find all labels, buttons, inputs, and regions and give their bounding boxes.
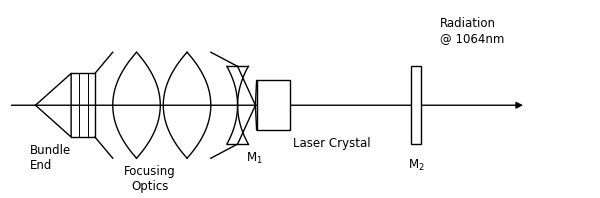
Text: Radiation
@ 1064nm: Radiation @ 1064nm bbox=[440, 17, 504, 45]
Text: Bundle
End: Bundle End bbox=[29, 144, 71, 172]
Text: M$_1$: M$_1$ bbox=[247, 151, 263, 166]
Text: Laser Crystal: Laser Crystal bbox=[293, 137, 370, 150]
Text: Focusing
Optics: Focusing Optics bbox=[124, 165, 176, 193]
Bar bbox=[411, 66, 421, 144]
Text: M$_2$: M$_2$ bbox=[407, 158, 424, 173]
Bar bbox=[257, 81, 290, 130]
